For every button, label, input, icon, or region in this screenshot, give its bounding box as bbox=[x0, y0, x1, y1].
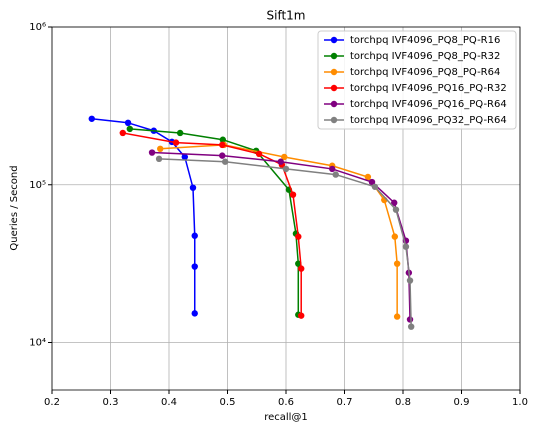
data-point bbox=[119, 129, 126, 137]
x-tick-label: 0.9 bbox=[454, 397, 470, 408]
data-point bbox=[281, 153, 288, 161]
y-tick-label: 10⁵ bbox=[29, 180, 46, 191]
data-point bbox=[298, 265, 305, 272]
legend-label: torchpq IVF4096_PQ16_PQ-R32 bbox=[350, 83, 507, 94]
data-point bbox=[406, 316, 414, 323]
data-point bbox=[191, 310, 198, 317]
data-point bbox=[124, 119, 132, 127]
legend-marker bbox=[330, 36, 338, 44]
data-point bbox=[406, 277, 414, 284]
legend-marker bbox=[330, 100, 338, 108]
data-point bbox=[329, 165, 336, 173]
legend-marker bbox=[330, 84, 338, 92]
data-point bbox=[126, 125, 134, 133]
x-tick-label: 0.3 bbox=[103, 397, 119, 408]
data-point bbox=[295, 233, 302, 240]
data-point bbox=[393, 260, 401, 267]
y-tick-label: 10⁶ bbox=[29, 22, 46, 33]
x-tick-label: 0.4 bbox=[161, 397, 177, 408]
data-point bbox=[221, 158, 229, 165]
data-point bbox=[371, 183, 379, 190]
data-point bbox=[181, 153, 188, 161]
data-point bbox=[368, 178, 376, 186]
x-tick-label: 0.7 bbox=[337, 397, 353, 408]
y-axis-label: Queries / Second bbox=[9, 165, 20, 250]
legend-box bbox=[317, 30, 517, 130]
data-point bbox=[172, 139, 180, 146]
x-tick-label: 0.8 bbox=[395, 397, 411, 408]
legend-label: torchpq IVF4096_PQ32_PQ-R64 bbox=[350, 115, 507, 126]
data-point bbox=[392, 206, 400, 213]
legend-label: torchpq IVF4096_PQ8_PQ-R16 bbox=[350, 35, 500, 46]
data-point bbox=[191, 263, 198, 270]
data-point bbox=[255, 150, 263, 158]
data-point bbox=[391, 233, 399, 240]
x-axis-label: recall@1 bbox=[264, 412, 308, 423]
data-point bbox=[88, 115, 95, 122]
legend-label: torchpq IVF4096_PQ8_PQ-R64 bbox=[350, 67, 500, 78]
data-point bbox=[157, 145, 164, 153]
data-point bbox=[407, 323, 415, 330]
data-point bbox=[277, 158, 284, 165]
data-point bbox=[298, 312, 305, 319]
data-point bbox=[189, 184, 197, 191]
series-line bbox=[160, 144, 398, 317]
data-point bbox=[282, 165, 290, 173]
data-point bbox=[391, 199, 398, 206]
x-tick-label: 0.2 bbox=[44, 397, 60, 408]
data-point bbox=[219, 136, 227, 143]
plot-frame bbox=[51, 26, 521, 391]
data-point bbox=[289, 191, 297, 198]
data-point bbox=[191, 232, 198, 239]
data-point bbox=[148, 149, 156, 156]
x-tick-label: 0.5 bbox=[220, 397, 236, 408]
legend-label: torchpq IVF4096_PQ8_PQ-R32 bbox=[350, 51, 500, 62]
legend-label: torchpq IVF4096_PQ16_PQ-R64 bbox=[350, 99, 507, 110]
data-point bbox=[332, 171, 339, 178]
data-point bbox=[393, 313, 401, 320]
series-line bbox=[129, 128, 300, 315]
chart-title: Sift1m bbox=[267, 9, 306, 23]
legend-marker bbox=[330, 116, 338, 124]
x-tick-label: 1.0 bbox=[512, 397, 528, 408]
data-point bbox=[219, 152, 226, 159]
y-tick-label: 10⁴ bbox=[29, 338, 46, 349]
data-point bbox=[364, 173, 372, 181]
data-point bbox=[176, 129, 184, 137]
legend-marker bbox=[330, 68, 338, 76]
legend-marker bbox=[330, 52, 338, 60]
data-point bbox=[402, 243, 410, 250]
data-point bbox=[219, 141, 226, 149]
data-point bbox=[155, 155, 163, 163]
x-tick-label: 0.6 bbox=[278, 397, 294, 408]
